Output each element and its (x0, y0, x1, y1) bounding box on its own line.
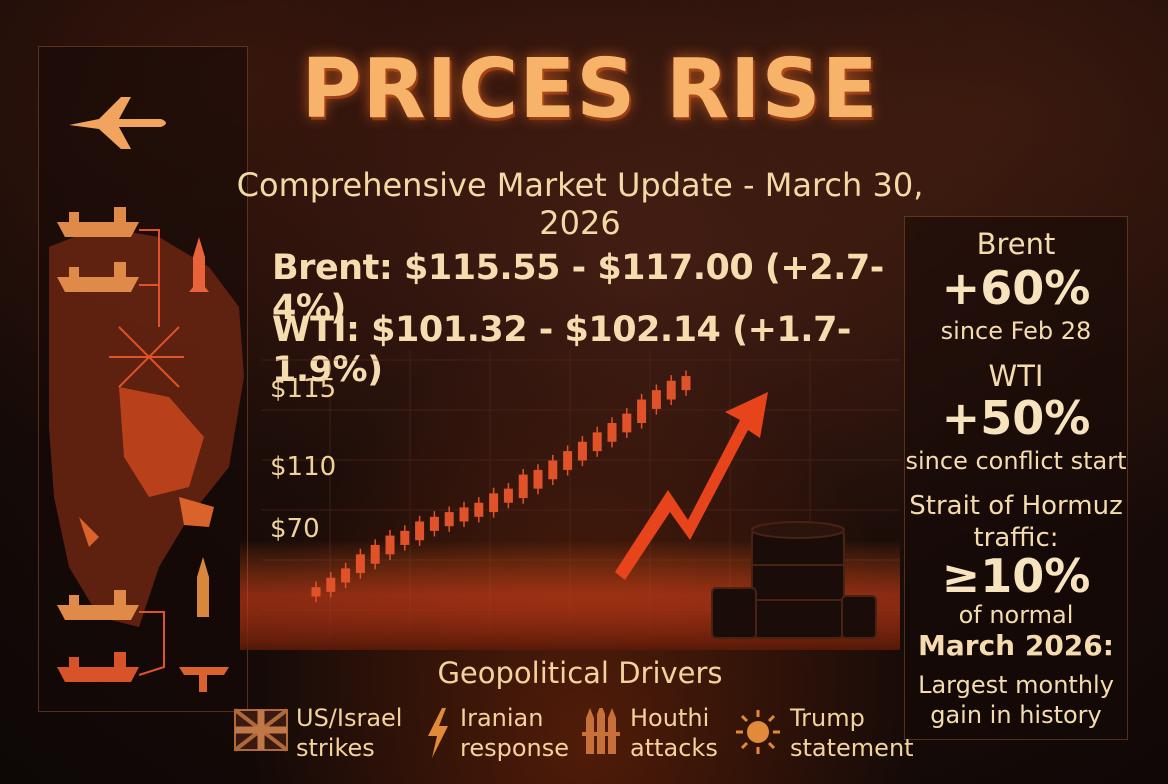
candle-body (577, 441, 587, 461)
candle-body (489, 493, 499, 513)
march-stat-label: March 2026: (918, 629, 1114, 662)
hormuz-stat-note: of normal (958, 601, 1074, 629)
driver-line-2: response (460, 734, 570, 762)
candle-body (533, 469, 543, 489)
candle-body (548, 460, 558, 480)
candle-body (474, 502, 484, 517)
driver-line-2: strikes (296, 734, 375, 762)
lightning-icon (428, 708, 448, 758)
stats-panel: Brent +60% since Feb 28 WTI +50% since c… (904, 216, 1128, 740)
y-tick-label: $110 (270, 452, 337, 482)
candle-body (415, 521, 425, 541)
candlestick-series (311, 370, 691, 603)
drivers-title: Geopolitical Drivers (437, 656, 723, 690)
candle-body (355, 554, 365, 574)
candle-body (681, 376, 691, 391)
candle-body (444, 512, 454, 527)
wti-stat-value: +50% (941, 391, 1091, 445)
y-tick-label: $115 (270, 374, 337, 404)
candle-body (311, 587, 321, 597)
page-subtitle: Comprehensive Market Update - March 30, … (236, 166, 924, 242)
candle-body (637, 399, 647, 423)
driver-line-1: Houthi (630, 704, 710, 732)
march-stat-note: Largest monthly (918, 671, 1114, 699)
candle-body (326, 577, 336, 592)
driver-item: Houthi attacks (578, 702, 728, 762)
candle-body (622, 413, 632, 433)
candle-body (341, 568, 351, 583)
airplane-icon (69, 97, 166, 149)
left-illustration-panel (38, 46, 248, 712)
brent-price-range: Brent: $115.55 - $117.00 (+2.7-4%) (272, 248, 884, 328)
candle-body (607, 422, 617, 442)
candle-body (651, 390, 661, 409)
route-arrows (109, 229, 184, 676)
candle-body (563, 451, 573, 470)
candle-body (370, 544, 380, 564)
hormuz-stat-value: ≥10% (941, 549, 1091, 603)
candle-body (429, 516, 439, 531)
brent-stat-value: +60% (941, 261, 1091, 315)
page-title: PRICES RISE (301, 42, 879, 137)
driver-item: Trump statement (734, 702, 914, 762)
sun-burst-icon (736, 710, 780, 754)
oil-barrels (711, 521, 877, 639)
march-stat-note-2: gain in history (930, 701, 1102, 729)
hormuz-stat-label: Strait of Hormuz (909, 491, 1123, 521)
brent-stat-note: since Feb 28 (940, 317, 1092, 345)
candle-body (459, 507, 469, 522)
wti-stat-note: since conflict start (905, 447, 1127, 475)
driver-item: Iranian response (424, 702, 574, 762)
hormuz-stat-label-2: traffic: (973, 523, 1059, 553)
driver-line-2: attacks (630, 734, 718, 762)
flag-icon (234, 708, 288, 752)
candle-body (592, 432, 602, 452)
driver-line-1: Trump (790, 704, 865, 732)
y-tick-label: $70 (270, 514, 320, 544)
brent-stat-label: Brent (976, 227, 1056, 261)
candle-body (385, 535, 395, 555)
driver-line-1: Iranian (460, 704, 544, 732)
missile-cluster-icon (582, 708, 620, 754)
candle-body (518, 474, 528, 499)
missile-icon (179, 237, 229, 692)
tanker-ship-icon (57, 207, 139, 682)
candle-body (503, 488, 513, 503)
trend-arrow (615, 392, 768, 580)
candle-body (666, 380, 676, 400)
wti-price-range: WTI: $101.32 - $102.14 (+1.7-1.9%) (272, 310, 851, 390)
driver-line-2: statement (790, 734, 914, 762)
wti-stat-label: WTI (988, 359, 1044, 393)
driver-item: US/Israel strikes (234, 702, 404, 762)
candle-body (400, 530, 410, 545)
driver-line-1: US/Israel (296, 704, 403, 732)
